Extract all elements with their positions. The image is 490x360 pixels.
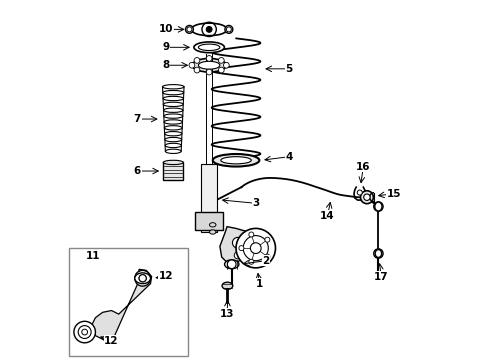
Text: 5: 5 xyxy=(286,64,293,74)
Polygon shape xyxy=(92,269,151,339)
Ellipse shape xyxy=(163,102,183,107)
Text: 6: 6 xyxy=(134,166,141,176)
Circle shape xyxy=(249,232,254,237)
Circle shape xyxy=(219,67,224,73)
Ellipse shape xyxy=(163,90,184,95)
Ellipse shape xyxy=(210,223,216,227)
Circle shape xyxy=(135,270,150,286)
Circle shape xyxy=(139,275,146,282)
Ellipse shape xyxy=(210,230,216,234)
Circle shape xyxy=(74,321,96,343)
Text: 7: 7 xyxy=(134,114,141,124)
Ellipse shape xyxy=(221,157,251,164)
Text: 16: 16 xyxy=(356,162,370,172)
Ellipse shape xyxy=(191,23,227,36)
Circle shape xyxy=(206,69,212,75)
Circle shape xyxy=(139,275,146,282)
Text: 13: 13 xyxy=(220,309,235,319)
Bar xyxy=(69,248,188,356)
Circle shape xyxy=(144,276,149,282)
Polygon shape xyxy=(220,226,252,262)
Circle shape xyxy=(265,237,270,242)
Circle shape xyxy=(374,249,383,258)
Text: 17: 17 xyxy=(374,272,389,282)
Circle shape xyxy=(364,194,370,201)
Circle shape xyxy=(239,246,244,251)
Circle shape xyxy=(219,58,224,63)
Ellipse shape xyxy=(164,108,183,112)
Ellipse shape xyxy=(163,85,184,89)
Circle shape xyxy=(227,260,236,269)
Ellipse shape xyxy=(165,143,181,148)
Ellipse shape xyxy=(375,249,382,257)
Ellipse shape xyxy=(165,131,182,136)
Bar xyxy=(163,162,183,180)
Ellipse shape xyxy=(164,120,182,124)
Text: 8: 8 xyxy=(163,60,170,70)
Text: 10: 10 xyxy=(159,24,173,35)
Text: 9: 9 xyxy=(163,42,170,52)
Circle shape xyxy=(206,55,212,61)
Text: 12: 12 xyxy=(104,336,119,346)
Text: 1: 1 xyxy=(256,279,263,289)
Circle shape xyxy=(78,325,91,338)
Circle shape xyxy=(82,329,88,335)
Circle shape xyxy=(189,62,195,68)
Ellipse shape xyxy=(163,160,183,165)
Ellipse shape xyxy=(194,42,224,53)
Ellipse shape xyxy=(165,138,182,142)
Text: 15: 15 xyxy=(387,189,401,199)
Ellipse shape xyxy=(164,126,182,130)
Ellipse shape xyxy=(166,149,181,153)
Ellipse shape xyxy=(186,26,194,33)
Circle shape xyxy=(361,191,373,204)
Bar xyxy=(195,212,223,230)
Text: 12: 12 xyxy=(159,271,173,282)
Ellipse shape xyxy=(198,61,220,69)
Circle shape xyxy=(206,27,212,32)
Circle shape xyxy=(234,252,242,259)
Circle shape xyxy=(194,58,200,63)
Bar xyxy=(201,164,217,232)
Circle shape xyxy=(374,202,383,211)
Ellipse shape xyxy=(375,202,382,211)
Circle shape xyxy=(232,237,243,248)
Text: 2: 2 xyxy=(262,256,270,266)
Ellipse shape xyxy=(222,282,233,289)
Text: 4: 4 xyxy=(285,152,293,162)
Circle shape xyxy=(250,243,261,253)
Ellipse shape xyxy=(213,154,259,167)
Circle shape xyxy=(223,62,229,68)
Ellipse shape xyxy=(192,58,226,72)
Circle shape xyxy=(249,259,254,264)
Text: 11: 11 xyxy=(85,251,100,261)
Ellipse shape xyxy=(224,260,239,269)
Ellipse shape xyxy=(163,96,184,101)
Circle shape xyxy=(265,254,270,259)
Ellipse shape xyxy=(135,273,150,284)
Circle shape xyxy=(243,235,269,261)
Circle shape xyxy=(236,228,275,268)
Circle shape xyxy=(357,190,362,195)
Ellipse shape xyxy=(225,26,233,33)
Text: 3: 3 xyxy=(252,198,259,208)
Circle shape xyxy=(194,67,200,73)
Text: 14: 14 xyxy=(320,211,335,221)
Ellipse shape xyxy=(198,44,220,50)
Ellipse shape xyxy=(164,114,183,118)
